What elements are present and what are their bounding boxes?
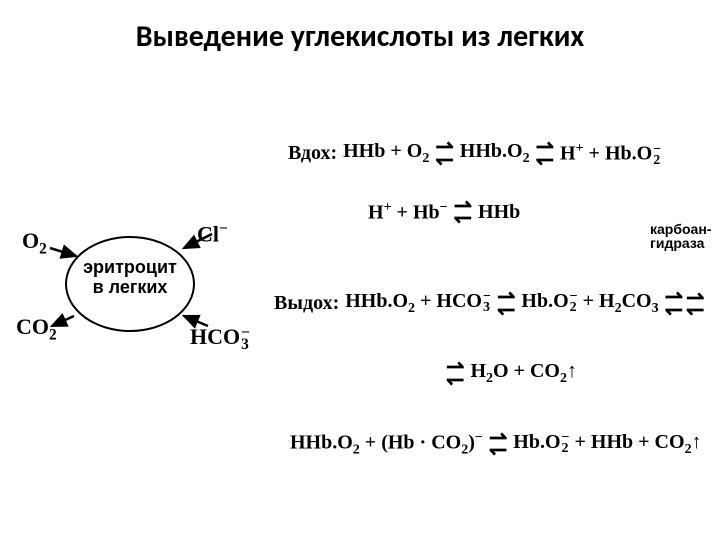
eq-3-part-1: H2O + CO2↑	[470, 360, 577, 387]
equation-row-3: ⇀↽H2O + CO2↑	[446, 360, 577, 387]
equation-row-2: Выдох:HHb.O2 + HCO−3⇀↽Hb.O−2 + H2CO3⇀↽	[274, 290, 683, 317]
equation-row-1: H+ + Hb−⇀↽ HHb	[368, 200, 520, 225]
equilibrium-arrow: ⇀↽	[497, 291, 515, 315]
eq-0-part-0: Вдох:	[288, 142, 337, 165]
eq-2-part-3: Hb.O−2 + H2CO3	[521, 290, 658, 317]
equilibrium-arrow: ⇀↽	[454, 200, 472, 224]
eq-2-part-0: Выдох:	[274, 292, 339, 315]
equation-row-4: HHb.O2 + (Hb · CO2)−⇀↽Hb.O−2 + HHb + CO2…	[290, 430, 702, 459]
eq-0-part-1: HHb + O2	[343, 140, 429, 167]
eq-0-part-5: H+ + Hb.O−2	[560, 141, 661, 166]
eq-4-part-2: Hb.O−2 + HHb + CO2↑	[513, 431, 701, 458]
equilibrium-arrow: ⇀↽	[435, 141, 453, 165]
eq-2-part-1: HHb.O2 + HCO−3	[345, 290, 491, 317]
enzyme-label: карбоан- гидраза	[650, 222, 711, 250]
eq-0-part-3: HHb.O2	[460, 140, 530, 167]
enzyme-line2: гидраза	[650, 235, 704, 251]
equation-row-0: Вдох:HHb + O2⇀↽HHb.O2⇀↽H+ + Hb.O−2	[288, 140, 661, 167]
equilibrium-arrow: ⇀↽	[686, 292, 704, 316]
equilibrium-arrow: ⇀↽	[446, 361, 464, 385]
equilibrium-arrow: ⇀↽	[665, 291, 683, 315]
eq-4-part-0: HHb.O2 + (Hb · CO2)−	[290, 430, 483, 459]
equilibrium-arrow: ⇀↽	[536, 141, 554, 165]
eq-1-part-0: H+ + Hb−	[368, 200, 448, 225]
eq-1-part-2: HHb	[478, 201, 520, 224]
equilibrium-arrow: ⇀↽	[489, 432, 507, 456]
cell-arrows	[0, 0, 260, 380]
